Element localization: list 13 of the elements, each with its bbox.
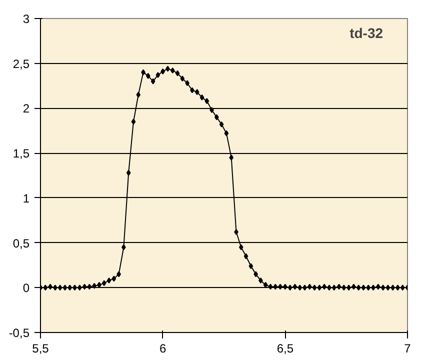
y-tick-label: 3 [22,12,30,26]
y-tick-label: 0,5 [12,236,30,250]
y-tick-label: 0 [22,281,30,296]
x-tick-label: 6,5 [276,342,294,356]
y-tick-label: 2 [22,102,30,116]
text: td-32 [350,24,384,41]
y-tick-label: 1 [22,191,30,206]
y-tick-label: 2,5 [12,56,30,71]
x-tick-label: 7 [404,342,412,356]
x-tick-label: 6 [159,342,166,356]
x-tick-label: 5,5 [32,342,50,356]
y-tick-label: -0,5 [8,326,30,340]
y-tick-label: 1,5 [12,146,30,161]
